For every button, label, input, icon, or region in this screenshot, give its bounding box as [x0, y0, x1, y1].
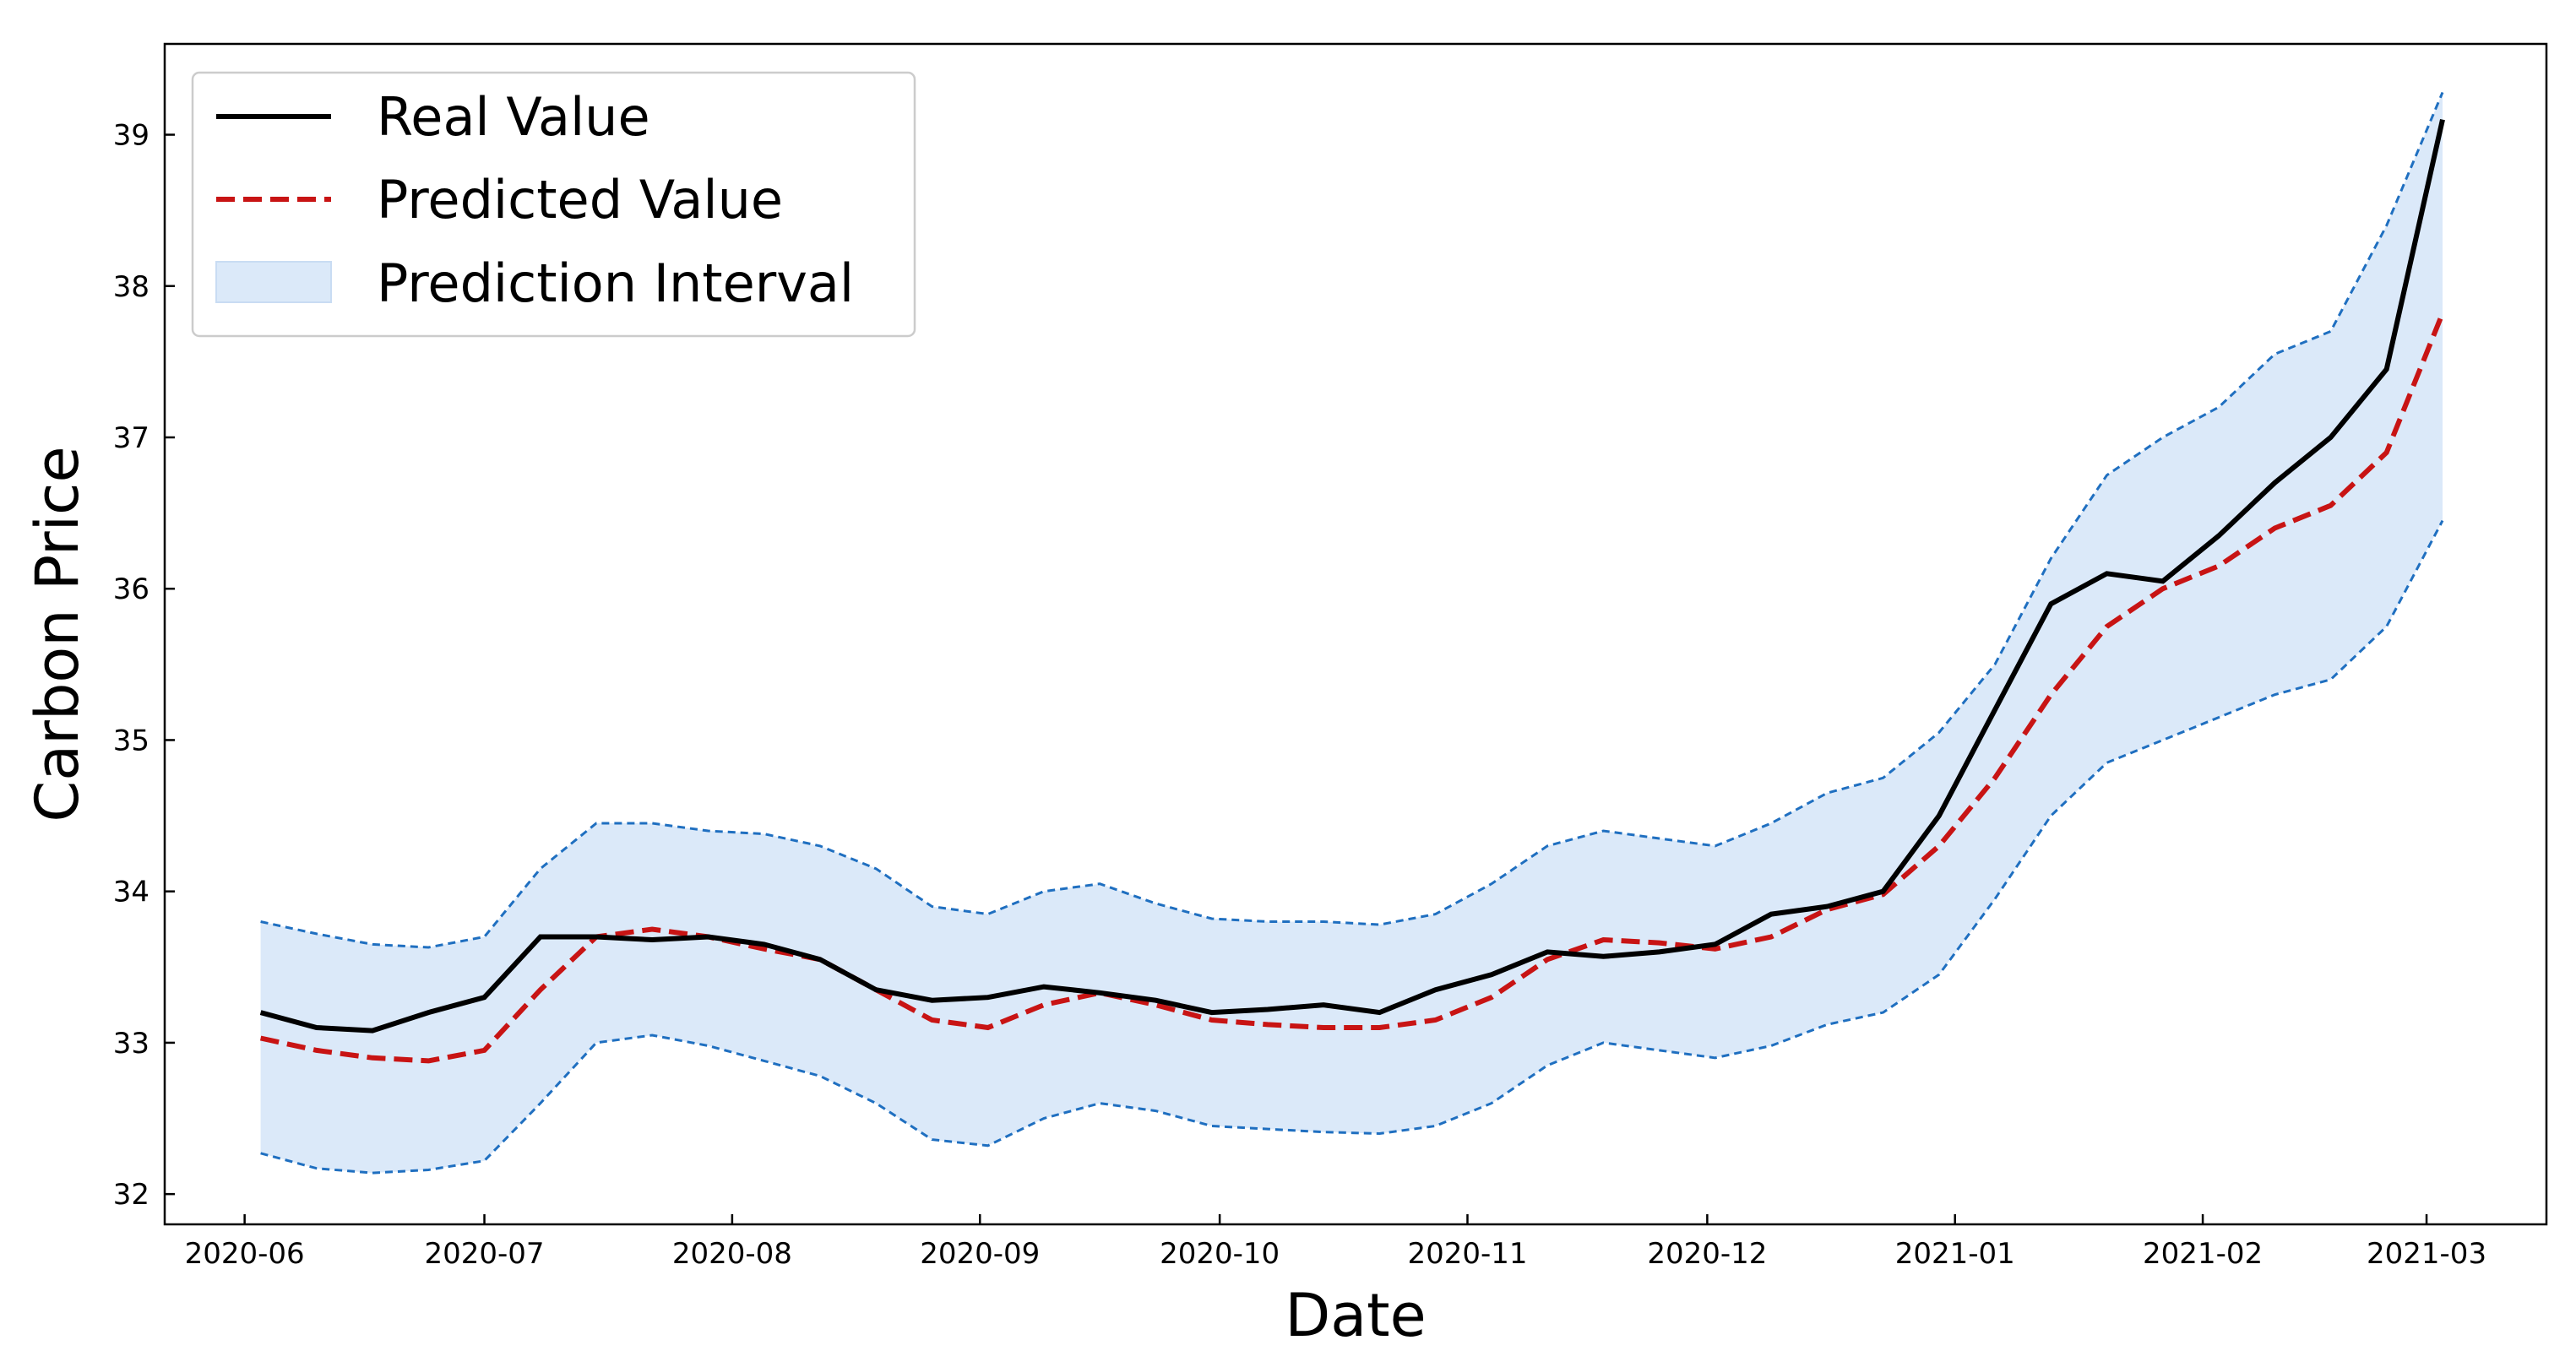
x-axis-label: Date	[1285, 1281, 1426, 1350]
y-tick-label: 34	[113, 876, 149, 909]
y-tick-label: 35	[113, 724, 149, 757]
legend-swatch-interval	[215, 261, 332, 303]
legend-box	[191, 71, 916, 338]
predicted-value-line	[259, 312, 2445, 1064]
x-tick-label: 2020-12	[1647, 1237, 1767, 1271]
x-tick-label: 2020-07	[424, 1237, 544, 1271]
y-tick-label: 33	[113, 1027, 149, 1061]
interval-upper-line	[260, 91, 2444, 949]
real-value-line	[259, 118, 2445, 1034]
x-tick-label: 2021-03	[2367, 1237, 2486, 1271]
y-tick-label: 32	[113, 1178, 149, 1212]
y-tick-label: 39	[113, 119, 149, 153]
y-axis-ticks: 32 33 34 35 36 37 38 39	[113, 119, 175, 1212]
prediction-interval-band	[260, 92, 2443, 1174]
y-tick-label: 38	[113, 270, 149, 304]
legend: Real Value Predicted Value Prediction In…	[191, 71, 916, 338]
legend-label-interval: Prediction Interval	[377, 252, 854, 314]
x-tick-label: 2020-08	[672, 1237, 792, 1271]
x-tick-label: 2020-06	[185, 1237, 305, 1271]
plot-area	[259, 91, 2445, 1175]
interval-lower-line	[260, 519, 2444, 1175]
x-tick-label: 2021-02	[2143, 1237, 2263, 1271]
y-axis-label: Carbon Price	[23, 446, 92, 822]
y-tick-label: 37	[113, 421, 149, 455]
x-tick-label: 2020-09	[920, 1237, 1040, 1271]
x-tick-label: 2020-10	[1160, 1237, 1280, 1271]
plot-frame	[163, 42, 2548, 1226]
legend-label-real: Real Value	[377, 86, 650, 148]
x-tick-label: 2021-01	[1895, 1237, 2015, 1271]
x-tick-label: 2020-11	[1407, 1237, 1527, 1271]
legend-label-predicted: Predicted Value	[377, 169, 783, 231]
y-tick-label: 36	[113, 572, 149, 606]
x-axis-ticks: 2020-06 2020-07 2020-08 2020-09 2020-10 2020-…	[185, 1214, 2486, 1271]
